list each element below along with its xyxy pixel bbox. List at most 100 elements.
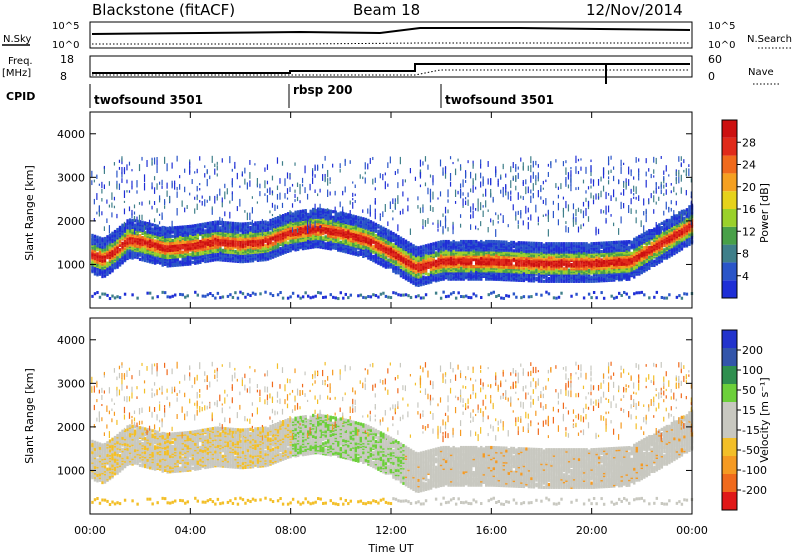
power-scatter-cell	[113, 162, 116, 166]
power-echo-cell	[294, 242, 297, 246]
power-echo-cell	[191, 224, 194, 228]
power-echo-cell	[457, 269, 460, 273]
power-echo-cell	[133, 234, 137, 238]
power-echo-cell	[241, 260, 245, 264]
power-scatter-cell	[515, 211, 517, 217]
power-echo-cell	[239, 251, 242, 255]
power-echo-cell	[362, 217, 365, 221]
power-scatter-cell	[349, 200, 351, 205]
power-echo-cell	[454, 241, 458, 245]
power-echo-cell	[324, 208, 327, 212]
power-scatter-cell	[216, 173, 218, 177]
power-nearrange-cell	[382, 291, 385, 295]
power-scatter-cell	[379, 215, 381, 221]
power-scatter-cell	[414, 176, 417, 181]
power-echo-cell	[229, 254, 232, 259]
power-echo-cell	[414, 261, 418, 265]
power-nearrange-cell	[324, 295, 327, 299]
power-scatter-cell	[169, 226, 171, 231]
power-scatter-cell	[419, 176, 422, 179]
power-echo-cell	[146, 244, 149, 248]
power-scatter-cell	[442, 213, 444, 217]
power-scatter-cell	[515, 215, 517, 221]
power-echo-cell	[347, 213, 350, 217]
power-echo-cell	[141, 247, 144, 251]
power-echo-cell	[434, 251, 438, 255]
power-echo-cell	[334, 235, 337, 239]
power-echo-cell	[357, 231, 360, 235]
power-echo-cell	[439, 263, 443, 268]
power-scatter-cell	[505, 173, 507, 178]
power-echo-cell	[276, 249, 280, 253]
power-nearrange-cell	[241, 292, 245, 296]
power-echo-cell	[329, 219, 332, 223]
power-echo-cell	[505, 240, 508, 244]
power-echo-cell	[123, 228, 127, 232]
power-echo-cell	[512, 257, 516, 261]
power-echo-cell	[91, 249, 94, 253]
power-echo-cell	[128, 240, 132, 244]
power-echo-cell	[372, 221, 375, 225]
power-echo-cell	[379, 225, 383, 229]
power-scatter-cell	[322, 174, 324, 181]
power-scatter-cell	[359, 174, 361, 179]
power-scatter-cell	[176, 155, 178, 162]
power-scatter-cell	[409, 168, 412, 174]
power-scatter-cell	[462, 192, 464, 196]
power-scatter-cell	[394, 171, 396, 176]
power-echo-cell	[106, 244, 109, 249]
power-echo-cell	[219, 251, 222, 255]
power-echo-cell	[475, 239, 478, 244]
power-scatter-cell	[492, 196, 494, 203]
power-echo-cell	[344, 239, 347, 243]
power-echo-cell	[389, 230, 393, 234]
power-scatter-cell	[487, 178, 489, 185]
power-scatter-cell	[327, 208, 329, 211]
power-echo-cell	[199, 223, 202, 227]
power-echo-cell	[191, 245, 194, 249]
power-echo-cell	[422, 258, 425, 262]
power-scatter-cell	[249, 171, 251, 179]
power-scatter-cell	[91, 180, 93, 186]
power-echo-cell	[191, 260, 194, 264]
power-scatter-cell	[209, 227, 211, 234]
power-scatter-cell	[151, 159, 153, 166]
power-echo-cell	[108, 243, 112, 247]
power-echo-cell	[219, 226, 222, 230]
power-scatter-cell	[126, 179, 128, 184]
power-nearrange-cell	[332, 295, 335, 299]
power-scatter-cell	[334, 206, 336, 213]
power-nearrange-cell	[319, 291, 322, 295]
power-echo-cell	[384, 255, 388, 260]
power-echo-cell	[309, 233, 312, 237]
power-echo-cell	[271, 247, 275, 251]
power-nearrange-cell	[106, 293, 109, 297]
power-scatter-cell	[123, 208, 126, 215]
power-echo-cell	[492, 252, 495, 256]
power-scatter-cell	[171, 180, 173, 189]
power-scatter-cell	[279, 178, 281, 184]
power-echo-cell	[447, 274, 450, 278]
power-scatter-cell	[424, 156, 427, 162]
power-echo-cell	[319, 241, 322, 245]
power-scatter-cell	[249, 212, 251, 221]
power-echo-cell	[113, 261, 117, 266]
power-echo-cell	[382, 253, 385, 257]
power-echo-cell	[409, 274, 413, 278]
power-echo-cell	[424, 246, 428, 251]
power-scatter-cell	[216, 194, 218, 198]
power-scatter-cell	[181, 226, 183, 231]
power-scatter-cell	[437, 197, 439, 200]
power-echo-cell	[284, 213, 287, 217]
power-echo-cell	[226, 242, 230, 246]
power-scatter-cell	[329, 191, 331, 196]
power-scatter-cell	[407, 197, 409, 202]
power-echo-cell	[249, 221, 252, 225]
power-scatter-cell	[176, 186, 178, 191]
power-echo-cell	[492, 248, 495, 252]
power-scatter-cell	[495, 173, 497, 178]
power-echo-cell	[432, 261, 435, 265]
power-echo-cell	[429, 247, 433, 251]
power-scatter-cell	[417, 196, 419, 201]
power-scatter-cell	[459, 166, 462, 170]
